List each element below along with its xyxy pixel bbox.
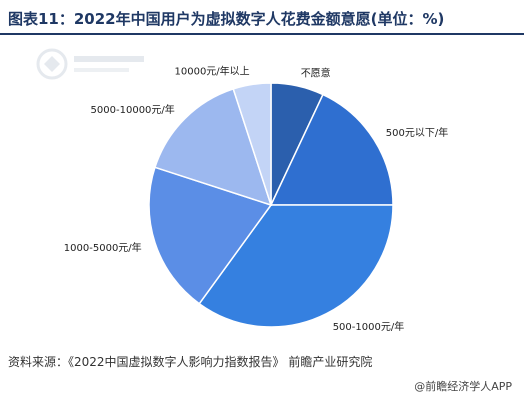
pie-label-3: 500-1000元/年 [333,320,405,333]
pie-labels: 不愿意 500元以下/年 500-1000元/年 1000-5000元/年 5000-1… [64,65,448,334]
pie-slice-6 [232,82,272,206]
brand-logo-watermark [34,44,154,84]
pie-label-5: 5000-10000元/年 [91,103,175,116]
pie-chart: 不愿意 500元以下/年 500-1000元/年 1000-5000元/年 5000-1… [64,65,448,334]
pie-label-4: 1000-5000元/年 [64,241,142,254]
chart-title: 图表11：2022年中国用户为虚拟数字人花费金额意愿(单位：%) [8,10,445,28]
pie-label-2: 500元以下/年 [386,126,448,139]
source-note: 资料来源：《2022中国虚拟数字人影响力指数报告》 前瞻产业研究院 [8,355,373,369]
pie-label-1: 不愿意 [301,66,331,79]
pie-slice-2 [269,93,394,206]
pie-slice-4 [148,166,273,305]
pie-slice-3 [198,204,394,328]
pie-slices [148,82,394,328]
credit-note: @前瞻经济学人APP [414,380,512,393]
pie-label-6: 10000元/年以上 [175,65,250,78]
title-divider [0,33,524,35]
